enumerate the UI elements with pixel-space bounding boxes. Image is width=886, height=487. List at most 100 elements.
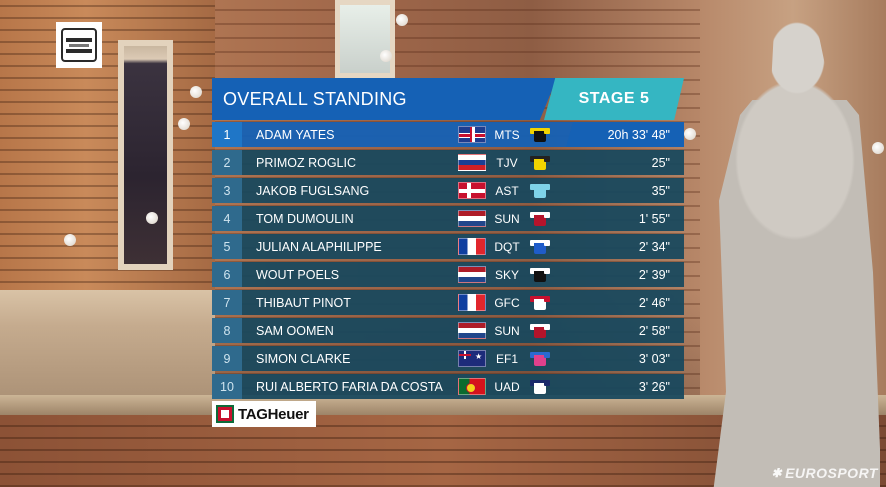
standing-row: 6 WOUT POELS SKY 2' 39" [212, 262, 684, 287]
rank: 6 [212, 262, 242, 287]
building-window [118, 40, 173, 270]
time-gap-cell: 35" [566, 178, 684, 203]
row-body: TOM DUMOULIN SUN 1' 55" [242, 206, 684, 231]
team-code: GFC [494, 295, 520, 310]
time-gap-cell: 3' 03" [566, 346, 684, 371]
standings-panel: OVERALL STANDING STAGE 5 1 ADAM YATES MTS 2… [212, 78, 684, 402]
rank: 8 [212, 318, 242, 343]
lamp-icon [872, 142, 884, 154]
time-gap: 25" [651, 155, 670, 170]
standings-list: 1 ADAM YATES MTS 20h 33' 48" 2 PRIMOZ ROGLIC T… [212, 122, 684, 399]
time-gap: 2' 58" [638, 323, 670, 338]
rider-name: JAKOB FUGLSANG [256, 183, 370, 198]
lamp-icon [190, 86, 202, 98]
rank: 1 [212, 122, 242, 147]
sponsor-name: TAGHeuer [238, 405, 309, 423]
team-code: UAD [494, 379, 520, 394]
team-jersey-icon [530, 266, 550, 284]
team-jersey-icon [530, 350, 550, 368]
standing-row: 9 SIMON CLARKE EF1 3' 03" [212, 346, 684, 371]
row-body: RUI ALBERTO FARIA DA COSTA UAD 3' 26" [242, 374, 684, 399]
broadcaster-name: EUROSPORT [785, 465, 878, 481]
team-jersey-icon [530, 294, 550, 312]
team-code: AST [495, 183, 519, 198]
rank: 10 [212, 374, 242, 399]
rider-name: RUI ALBERTO FARIA DA COSTA [256, 379, 443, 394]
rider-name: JULIAN ALAPHILIPPE [256, 239, 382, 254]
flag-ned-icon [458, 322, 486, 339]
time-gap-cell: 2' 34" [566, 234, 684, 259]
time-gap: 20h 33' 48" [607, 127, 670, 142]
time-gap-cell: 3' 26" [566, 374, 684, 399]
lamp-icon [684, 128, 696, 140]
standing-row: 5 JULIAN ALAPHILIPPE DQT 2' 34" [212, 234, 684, 259]
flag-den-icon [458, 182, 486, 199]
row-body: JAKOB FUGLSANG AST 35" [242, 178, 684, 203]
flag-fra-icon [458, 294, 486, 311]
eurosport-logo-icon: ✱ [771, 466, 783, 480]
time-gap-cell: 25" [566, 150, 684, 175]
rider-name: PRIMOZ ROGLIC [256, 155, 357, 170]
rider-name: TOM DUMOULIN [256, 211, 354, 226]
rank: 5 [212, 234, 242, 259]
standing-row: 3 JAKOB FUGLSANG AST 35" [212, 178, 684, 203]
standing-row: 8 SAM OOMEN SUN 2' 58" [212, 318, 684, 343]
team-code: TJV [496, 155, 518, 170]
time-gap: 2' 34" [638, 239, 670, 254]
rank: 3 [212, 178, 242, 203]
team-code: EF1 [495, 351, 518, 366]
race-logo-mark [61, 28, 97, 62]
time-gap-cell: 2' 58" [566, 318, 684, 343]
team-jersey-icon [530, 378, 550, 396]
standings-header: OVERALL STANDING STAGE 5 [212, 78, 684, 120]
standing-row: 4 TOM DUMOULIN SUN 1' 55" [212, 206, 684, 231]
row-body: WOUT POELS SKY 2' 39" [242, 262, 684, 287]
rider-name: THIBAUT PINOT [256, 295, 351, 310]
building-window-top [335, 0, 395, 78]
team-code: DQT [494, 239, 520, 254]
sponsor-logo: TAGHeuer [212, 401, 316, 427]
team-jersey-icon [530, 154, 550, 172]
team-code: SUN [494, 323, 520, 338]
row-body: JULIAN ALAPHILIPPE DQT 2' 34" [242, 234, 684, 259]
time-gap: 2' 46" [638, 295, 670, 310]
time-gap: 2' 39" [638, 267, 670, 282]
rank: 2 [212, 150, 242, 175]
time-gap: 1' 55" [638, 211, 670, 226]
balcony [0, 290, 215, 410]
lamp-icon [146, 212, 158, 224]
team-code: MTS [494, 127, 520, 142]
flag-ned-icon [458, 266, 486, 283]
standings-title: OVERALL STANDING [212, 78, 557, 120]
lamp-icon [178, 118, 190, 130]
rider-name: WOUT POELS [256, 267, 340, 282]
time-gap-cell: 2' 46" [566, 290, 684, 315]
row-body: THIBAUT PINOT GFC 2' 46" [242, 290, 684, 315]
race-logo-icon [56, 22, 102, 68]
row-body: ADAM YATES MTS 20h 33' 48" [242, 122, 684, 147]
tag-heuer-logo-icon [216, 405, 234, 423]
rider-name: SIMON CLARKE [256, 351, 351, 366]
time-gap-cell: 20h 33' 48" [566, 122, 684, 147]
time-gap: 3' 03" [638, 351, 670, 366]
rank: 7 [212, 290, 242, 315]
team-jersey-icon [530, 238, 550, 256]
flag-ned-icon [458, 210, 486, 227]
rider-name: SAM OOMEN [256, 323, 334, 338]
rider-name: ADAM YATES [256, 127, 335, 142]
stage-label: STAGE 5 [544, 78, 684, 120]
team-jersey-icon [530, 126, 550, 144]
time-gap-cell: 2' 39" [566, 262, 684, 287]
team-code: SKY [494, 267, 519, 282]
lamp-icon [380, 50, 392, 62]
standing-row: 10 RUI ALBERTO FARIA DA COSTA UAD 3' 26" [212, 374, 684, 399]
row-body: SAM OOMEN SUN 2' 58" [242, 318, 684, 343]
team-jersey-icon [530, 322, 550, 340]
lamp-icon [396, 14, 408, 26]
lamp-icon [64, 234, 76, 246]
flag-aus-icon [458, 350, 486, 367]
row-body: PRIMOZ ROGLIC TJV 25" [242, 150, 684, 175]
team-code: SUN [494, 211, 520, 226]
standing-row: 1 ADAM YATES MTS 20h 33' 48" [212, 122, 684, 147]
standing-row: 2 PRIMOZ ROGLIC TJV 25" [212, 150, 684, 175]
